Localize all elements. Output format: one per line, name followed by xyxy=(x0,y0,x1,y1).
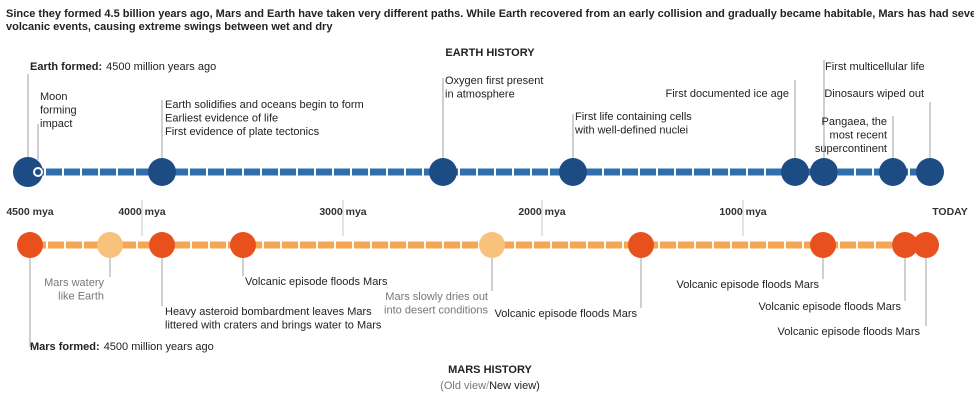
event-label: Moon forming impact xyxy=(40,91,77,130)
intro-text: volcanic events, causing extreme swings … xyxy=(6,21,333,33)
mars-event xyxy=(17,232,43,258)
earth-event xyxy=(879,158,907,186)
event-line: Volcanic episode floods Mars xyxy=(778,326,921,338)
event-line: Oxygen first present xyxy=(445,75,543,87)
event-label: Volcanic episode floods Mars xyxy=(677,279,820,291)
event-label: Volcanic episode floods Mars xyxy=(778,326,921,338)
event-line: Heavy asteroid bombardment leaves Mars xyxy=(165,306,372,318)
mars-title: MARS HISTORY xyxy=(448,364,532,376)
legend-new: New view) xyxy=(489,380,540,392)
mars-event xyxy=(628,232,654,258)
event-line: First life containing cells xyxy=(575,111,692,123)
event-line: Earliest evidence of life xyxy=(165,113,278,125)
event-label: Earth solidifies and oceans begin to for… xyxy=(165,99,364,138)
event-label: Dinosaurs wiped out xyxy=(824,88,924,100)
event-line: Volcanic episode floods Mars xyxy=(677,279,820,291)
axis-label: TODAY xyxy=(932,206,968,218)
event-line: Earth solidifies and oceans begin to for… xyxy=(165,99,364,111)
event-bold: Earth formed: xyxy=(30,61,102,73)
event-label: Earth formed: 4500 million years ago xyxy=(30,61,216,73)
event-line: impact xyxy=(40,118,72,130)
mars-event xyxy=(230,232,256,258)
event-line: Moon xyxy=(40,91,68,103)
event-line: Dinosaurs wiped out xyxy=(824,88,924,100)
axis-label: 3000 mya xyxy=(319,206,366,218)
event-line: littered with craters and brings water t… xyxy=(165,320,382,332)
legend-sep: / xyxy=(486,380,490,392)
event-line: Volcanic episode floods Mars xyxy=(495,308,638,320)
event-line: 4500 million years ago xyxy=(106,61,216,73)
earth-event xyxy=(781,158,809,186)
event-line: Pangaea, the xyxy=(822,116,887,128)
event-line: 4500 million years ago xyxy=(104,341,214,353)
event-line: Mars watery xyxy=(44,277,104,289)
event-line: into desert conditions xyxy=(384,305,488,317)
mars-event xyxy=(913,232,939,258)
moon-impact xyxy=(35,169,41,175)
legend-old: (Old view xyxy=(440,380,486,392)
event-line: Volcanic episode floods Mars xyxy=(759,301,902,313)
event-line: forming xyxy=(40,105,77,117)
event-label: First life containing cells with well-def… xyxy=(574,111,692,137)
event-line: First evidence of plate tectonics xyxy=(165,126,320,138)
event-label: First multicellular life xyxy=(825,61,925,73)
earth-event xyxy=(13,157,43,187)
earth-event xyxy=(916,158,944,186)
legend: (Old view/New view) xyxy=(440,380,540,392)
event-label: Mars formed: 4500 million years ago xyxy=(30,341,214,353)
axis-label: 4500 mya xyxy=(6,206,53,218)
event-line: First documented ice age xyxy=(665,88,789,100)
earth-event xyxy=(148,158,176,186)
event-bold: Mars formed: xyxy=(30,341,100,353)
axis-label: 4000 mya xyxy=(118,206,165,218)
earth-event xyxy=(559,158,587,186)
event-line: First multicellular life xyxy=(825,61,925,73)
event-label: Mars slowly dries out into desert conditi… xyxy=(384,291,488,317)
mars-event xyxy=(97,232,123,258)
event-label: Oxygen first present in atmosphere xyxy=(445,75,543,101)
event-label: Volcanic episode floods Mars xyxy=(245,276,388,288)
axis-label: 2000 mya xyxy=(518,206,565,218)
event-line: in atmosphere xyxy=(445,89,515,101)
event-line: Volcanic episode floods Mars xyxy=(245,276,388,288)
event-label: Pangaea, the most recent supercontinent xyxy=(815,116,887,155)
event-label: Volcanic episode floods Mars xyxy=(759,301,902,313)
event-line: with well-defined nuclei xyxy=(574,125,688,137)
event-label: Mars watery like Earth xyxy=(44,277,104,303)
event-label: Heavy asteroid bombardment leaves Mars li… xyxy=(165,306,382,332)
mars-event xyxy=(149,232,175,258)
event-label: Volcanic episode floods Mars xyxy=(495,308,638,320)
axis-label: 1000 mya xyxy=(719,206,766,218)
event-line: like Earth xyxy=(58,291,104,303)
event-label: First documented ice age xyxy=(665,88,789,100)
event-line: Mars slowly dries out xyxy=(385,291,488,303)
earth-event xyxy=(810,158,838,186)
intro-text: Since they formed 4.5 billion years ago,… xyxy=(6,8,974,20)
mars-event xyxy=(892,232,918,258)
event-line: supercontinent xyxy=(815,143,887,155)
event-line: most recent xyxy=(830,130,887,142)
mars-event xyxy=(479,232,505,258)
earth-event xyxy=(429,158,457,186)
mars-event xyxy=(810,232,836,258)
earth-title: EARTH HISTORY xyxy=(445,47,535,59)
